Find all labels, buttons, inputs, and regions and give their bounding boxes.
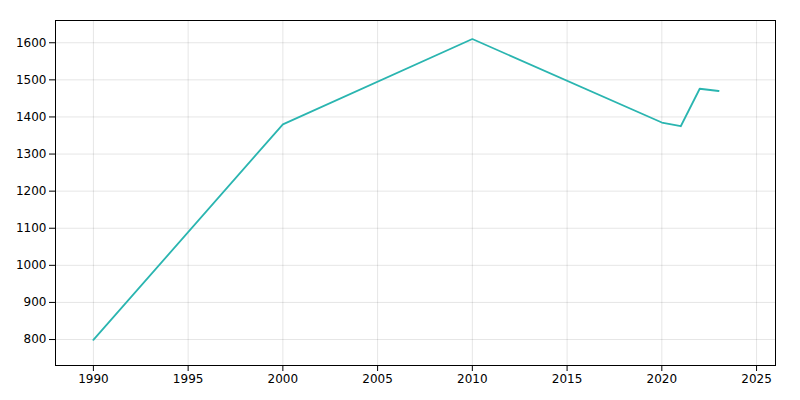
svg-text:1200: 1200 — [16, 184, 47, 198]
svg-text:2000: 2000 — [268, 372, 299, 386]
svg-text:2010: 2010 — [457, 372, 488, 386]
svg-text:1995: 1995 — [173, 372, 204, 386]
svg-text:2020: 2020 — [647, 372, 678, 386]
svg-text:2015: 2015 — [552, 372, 583, 386]
svg-text:1100: 1100 — [16, 221, 47, 235]
svg-text:1600: 1600 — [16, 36, 47, 50]
svg-text:2005: 2005 — [362, 372, 393, 386]
svg-text:1400: 1400 — [16, 110, 47, 124]
svg-text:1300: 1300 — [16, 147, 47, 161]
svg-text:1500: 1500 — [16, 73, 47, 87]
svg-text:1000: 1000 — [16, 258, 47, 272]
svg-text:2025: 2025 — [741, 372, 772, 386]
svg-text:900: 900 — [24, 295, 47, 309]
svg-text:1990: 1990 — [78, 372, 109, 386]
svg-text:800: 800 — [24, 332, 47, 346]
